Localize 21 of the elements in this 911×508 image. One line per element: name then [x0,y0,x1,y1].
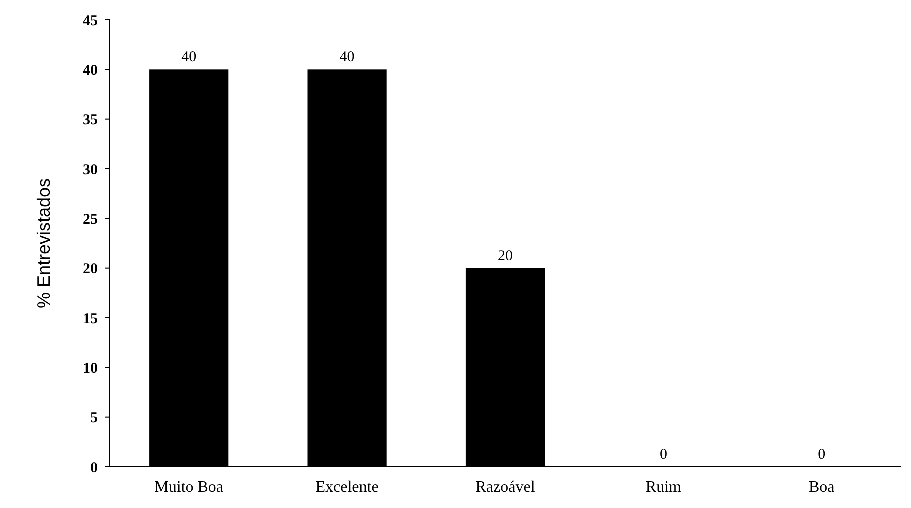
y-tick-label: 5 [90,410,98,427]
y-tick-label: 30 [83,162,98,178]
data-label: 0 [818,447,826,463]
data-label: 40 [340,50,355,66]
x-tick-label: Ruim [646,479,682,496]
y-tick-label: 20 [83,262,98,278]
y-axis-title: % Entrevistados [34,178,54,309]
y-tick-label: 40 [83,62,98,79]
x-tick-label: Boa [809,479,835,496]
y-tick-label: 15 [83,311,98,328]
y-tick-label: 10 [83,360,98,377]
x-tick-label: Muito Boa [154,479,224,496]
data-label: 20 [498,248,513,264]
data-label: 0 [660,447,668,463]
y-tick-label: 25 [83,212,98,228]
y-tick-label: 0 [90,460,98,476]
y-tick-label: 35 [83,112,98,129]
x-tick-label: Razoável [476,479,536,496]
y-tick-label: 45 [83,13,98,30]
data-label: 40 [182,50,197,66]
x-tick-label: Excelente [316,479,379,496]
